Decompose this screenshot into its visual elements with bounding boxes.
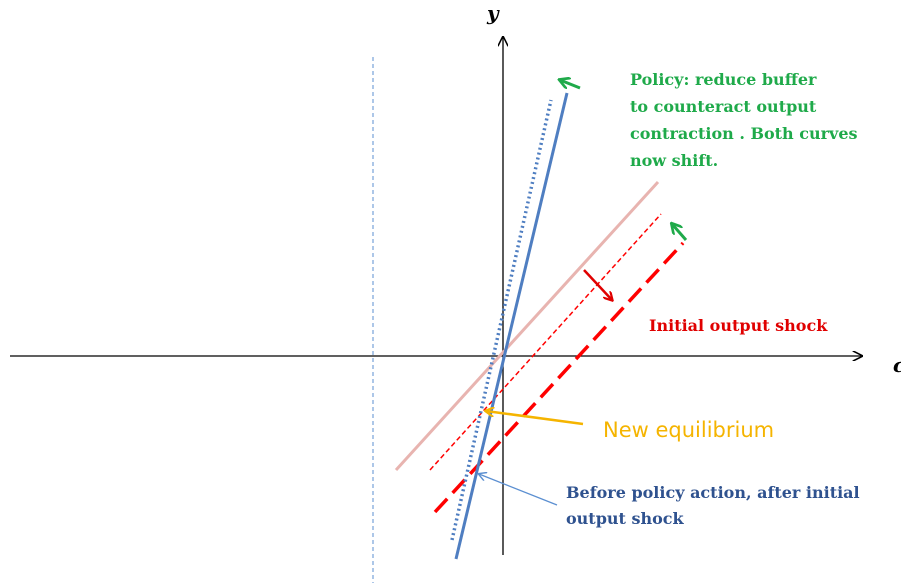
new-equilibrium-label: New equilibrium <box>603 418 774 442</box>
policy-shift-arrow-steep <box>560 80 581 90</box>
policy-text-line: Policy: reduce buffer <box>630 70 817 89</box>
initial-shock-arrow <box>583 269 612 300</box>
policy-shift-arrow-upward <box>672 224 688 241</box>
new-equilibrium-arrow <box>486 411 584 426</box>
initial-shock-label: Initial output shock <box>649 316 828 335</box>
policy-text-line: to counteract output <box>630 97 817 116</box>
before-policy-text-line: Before policy action, after initial <box>566 483 860 502</box>
policy-text-line: contraction . Both curves <box>630 124 858 143</box>
before-policy-annotation: Before policy action, after initial outp… <box>566 483 860 528</box>
steep-curve-solid <box>454 92 569 560</box>
shifted-upward-curve-thin <box>429 213 662 471</box>
y-axis-label: y <box>486 1 500 25</box>
x-axis-label: c <box>893 353 901 377</box>
shifted-upward-curve-thick <box>433 241 685 514</box>
original-upward-curve <box>394 180 660 472</box>
before-policy-arrow <box>479 474 558 506</box>
policy-text-line: now shift. <box>630 151 718 170</box>
policy-annotation: Policy: reduce buffer to counteract outp… <box>630 70 858 170</box>
steep-curve-dotted <box>450 99 553 541</box>
before-policy-text-line: output shock <box>566 509 685 528</box>
